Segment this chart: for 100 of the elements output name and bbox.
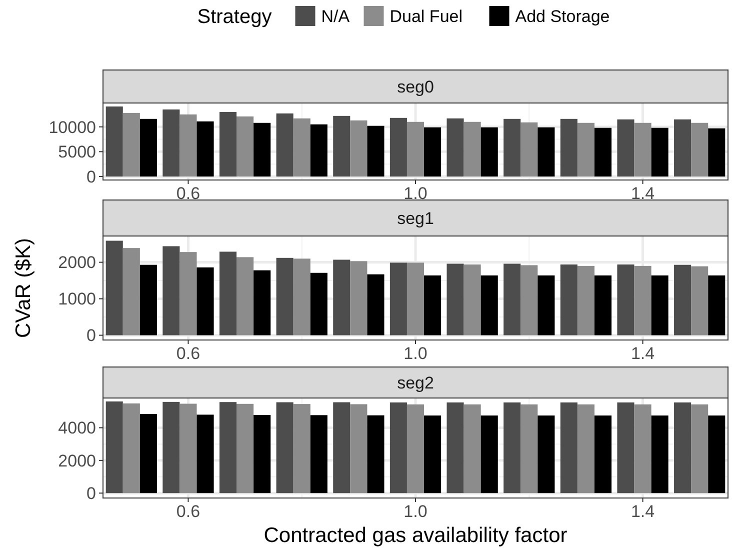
- bar: [674, 119, 692, 177]
- bar: [520, 265, 538, 336]
- bar: [538, 415, 555, 494]
- bar: [634, 404, 652, 494]
- bar: [538, 127, 555, 177]
- bar: [406, 404, 424, 494]
- legend-label: N/A: [321, 6, 350, 26]
- bar: [180, 114, 197, 177]
- bar: [333, 402, 350, 494]
- y-tick-label: 0: [86, 484, 96, 504]
- y-tick-label: 10000: [48, 118, 96, 137]
- bar: [424, 275, 442, 336]
- bar: [196, 121, 214, 177]
- x-axis-title: Contracted gas availability factor: [264, 524, 568, 547]
- bar: [310, 272, 328, 336]
- y-tick-label: 5000: [58, 142, 96, 162]
- bar: [464, 404, 481, 494]
- bar: [634, 266, 652, 336]
- x-tick-label: 0.6: [176, 184, 200, 203]
- x-tick-label: 0.6: [176, 502, 200, 521]
- bar: [162, 246, 180, 336]
- bar: [617, 264, 634, 336]
- y-tick-label: 2000: [58, 451, 96, 470]
- bar: [196, 267, 214, 336]
- bar: [196, 414, 214, 494]
- bar: [560, 264, 578, 336]
- bar: [691, 404, 708, 494]
- bar: [520, 122, 538, 177]
- x-tick-label: 1.0: [404, 344, 428, 363]
- bar: [367, 415, 384, 494]
- bar: [367, 274, 384, 336]
- y-tick-label: 0: [86, 167, 96, 186]
- bar: [651, 415, 668, 494]
- bar: [293, 258, 310, 336]
- bar: [480, 127, 498, 177]
- bar: [122, 112, 140, 177]
- bar: [333, 260, 350, 336]
- bar: [651, 275, 668, 336]
- bar: [406, 122, 424, 177]
- bar: [236, 404, 254, 494]
- bar: [446, 402, 464, 494]
- y-tick-label: 2000: [58, 253, 96, 272]
- bar: [504, 118, 521, 177]
- bar: [560, 402, 578, 494]
- bar: [293, 118, 310, 177]
- y-tick-label: 0: [86, 326, 96, 346]
- y-axis-title: CVaR ($K): [12, 238, 35, 338]
- bar: [254, 414, 271, 494]
- bar: [162, 402, 180, 494]
- bar: [504, 402, 521, 494]
- bar: [310, 415, 328, 494]
- bar: [140, 414, 157, 494]
- bar: [594, 415, 612, 494]
- bar: [691, 266, 708, 336]
- bar: [634, 122, 652, 177]
- x-tick-label: 1.4: [630, 502, 655, 521]
- bar: [106, 401, 123, 494]
- x-tick-label: 1.4: [630, 184, 655, 203]
- chart-title: seg1: [397, 208, 434, 228]
- bar: [333, 116, 350, 177]
- bar: [276, 402, 294, 494]
- bar: [293, 404, 310, 494]
- legend-label: Add Storage: [515, 6, 610, 26]
- bar: [140, 118, 157, 177]
- bar: [577, 404, 594, 494]
- chart-title: seg0: [397, 77, 434, 96]
- bar: [424, 415, 442, 494]
- bar: [446, 118, 464, 177]
- bar: [520, 404, 538, 494]
- bar: [577, 122, 594, 177]
- bar: [106, 106, 123, 177]
- legend-title: Strategy: [197, 6, 272, 28]
- bar: [254, 122, 271, 177]
- legend-label: Dual Fuel: [390, 6, 463, 26]
- bar: [708, 275, 726, 336]
- bar: [390, 402, 407, 494]
- bar: [122, 403, 140, 494]
- bar: [390, 262, 407, 336]
- y-tick-label: 1000: [58, 290, 96, 309]
- bar: [446, 264, 464, 336]
- bar: [560, 118, 578, 177]
- bar: [276, 258, 294, 336]
- bar: [674, 402, 692, 494]
- bar: [236, 257, 254, 336]
- bar: [406, 262, 424, 336]
- bar: [594, 275, 612, 336]
- x-tick-label: 1.0: [404, 184, 428, 203]
- x-tick-label: 1.4: [630, 344, 655, 363]
- bar: [464, 122, 481, 177]
- bar: [480, 415, 498, 494]
- bar: [577, 266, 594, 336]
- bar: [390, 118, 407, 177]
- bar: [691, 122, 708, 177]
- bar: [424, 127, 442, 177]
- bar: [350, 120, 368, 177]
- y-tick-label: 4000: [58, 418, 96, 438]
- bar: [140, 264, 157, 336]
- x-tick-label: 0.6: [176, 344, 200, 363]
- bar: [367, 126, 384, 177]
- bar: [236, 116, 254, 177]
